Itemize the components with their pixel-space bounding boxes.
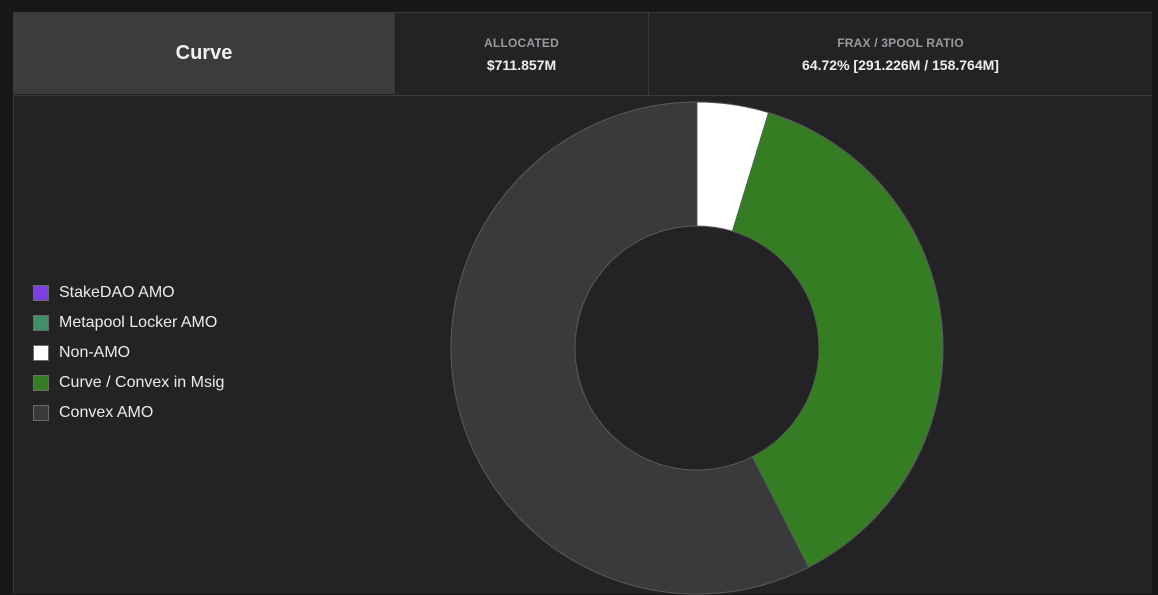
legend-label: Metapool Locker AMO [59, 314, 218, 331]
ratio-value: 64.72% [291.226M / 158.764M] [802, 56, 999, 73]
legend-item[interactable]: Non-AMO [33, 338, 224, 368]
legend-label: Non-AMO [59, 344, 131, 361]
page-title: Curve [175, 42, 233, 64]
legend-swatch [33, 285, 49, 301]
legend-label: StakeDAO AMO [59, 284, 175, 301]
allocated-stat: ALLOCATED $711.857M [395, 13, 649, 95]
legend-label: Curve / Convex in Msig [59, 374, 225, 391]
donut-slice[interactable] [731, 112, 944, 568]
legend-swatch [33, 315, 49, 331]
legend-item[interactable]: Curve / Convex in Msig [33, 368, 224, 398]
legend-swatch [33, 405, 49, 421]
panel-header: Curve ALLOCATED $711.857M FRAX / 3POOL R… [14, 13, 1152, 96]
legend-swatch [33, 375, 49, 391]
donut-slice[interactable] [450, 101, 810, 595]
ratio-stat: FRAX / 3POOL RATIO 64.72% [291.226M / 15… [649, 13, 1152, 95]
title-cell: Curve [14, 13, 395, 94]
legend-swatch [33, 345, 49, 361]
curve-panel: Curve ALLOCATED $711.857M FRAX / 3POOL R… [13, 12, 1152, 595]
allocated-value: $711.857M [486, 56, 557, 73]
allocated-label: ALLOCATED [484, 35, 559, 50]
legend-item[interactable]: Convex AMO [33, 398, 224, 428]
legend-item[interactable]: StakeDAO AMO [33, 278, 224, 308]
chart-legend: StakeDAO AMO Metapool Locker AMO Non-AMO Cu… [33, 278, 224, 428]
ratio-label: FRAX / 3POOL RATIO [837, 35, 964, 50]
legend-label: Convex AMO [59, 404, 154, 421]
donut-chart [450, 101, 944, 595]
legend-item[interactable]: Metapool Locker AMO [33, 308, 224, 338]
